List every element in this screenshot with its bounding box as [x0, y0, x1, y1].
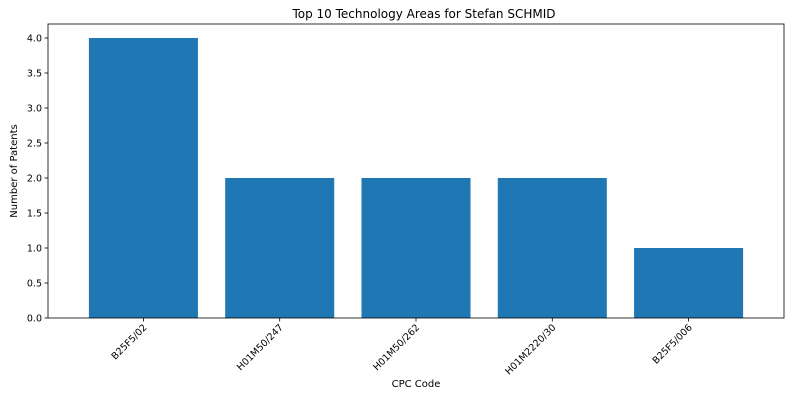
y-axis: 0.0 0.5 1.0 1.5 2.0 2.5 3.0 3.5 4.0 — [27, 34, 48, 325]
y-tick-label-4: 2.0 — [27, 174, 42, 185]
y-tick-label-5: 2.5 — [27, 139, 42, 150]
x-axis: B25F5/02 H01M50/247 H01M50/262 H01M2220/30 B… — [110, 318, 695, 377]
y-tick-label-0: 0.0 — [27, 314, 42, 325]
bar-1 — [225, 178, 334, 318]
x-tick-label-1: H01M50/247 — [235, 322, 286, 373]
chart-title: Top 10 Technology Areas for Stefan SCHMI… — [291, 7, 555, 21]
y-axis-label: Number of Patents — [9, 124, 20, 217]
bars-group — [89, 38, 743, 318]
bar-0 — [89, 38, 198, 318]
y-tick-label-1: 0.5 — [27, 279, 42, 290]
y-tick-label-8: 4.0 — [27, 34, 42, 45]
x-tick-label-3: H01M2220/30 — [503, 322, 558, 377]
x-tick-label-2: H01M50/262 — [371, 322, 422, 373]
y-tick-label-2: 1.0 — [27, 244, 42, 255]
x-tick-label-0: B25F5/02 — [110, 322, 150, 362]
y-tick-label-6: 3.0 — [27, 104, 42, 115]
y-tick-label-7: 3.5 — [27, 69, 42, 80]
bar-2 — [361, 178, 470, 318]
bar-4 — [634, 248, 743, 318]
x-tick-label-4: B25F5/006 — [651, 322, 695, 366]
x-axis-label: CPC Code — [392, 379, 441, 390]
y-tick-label-3: 1.5 — [27, 209, 42, 220]
bar-3 — [498, 178, 607, 318]
